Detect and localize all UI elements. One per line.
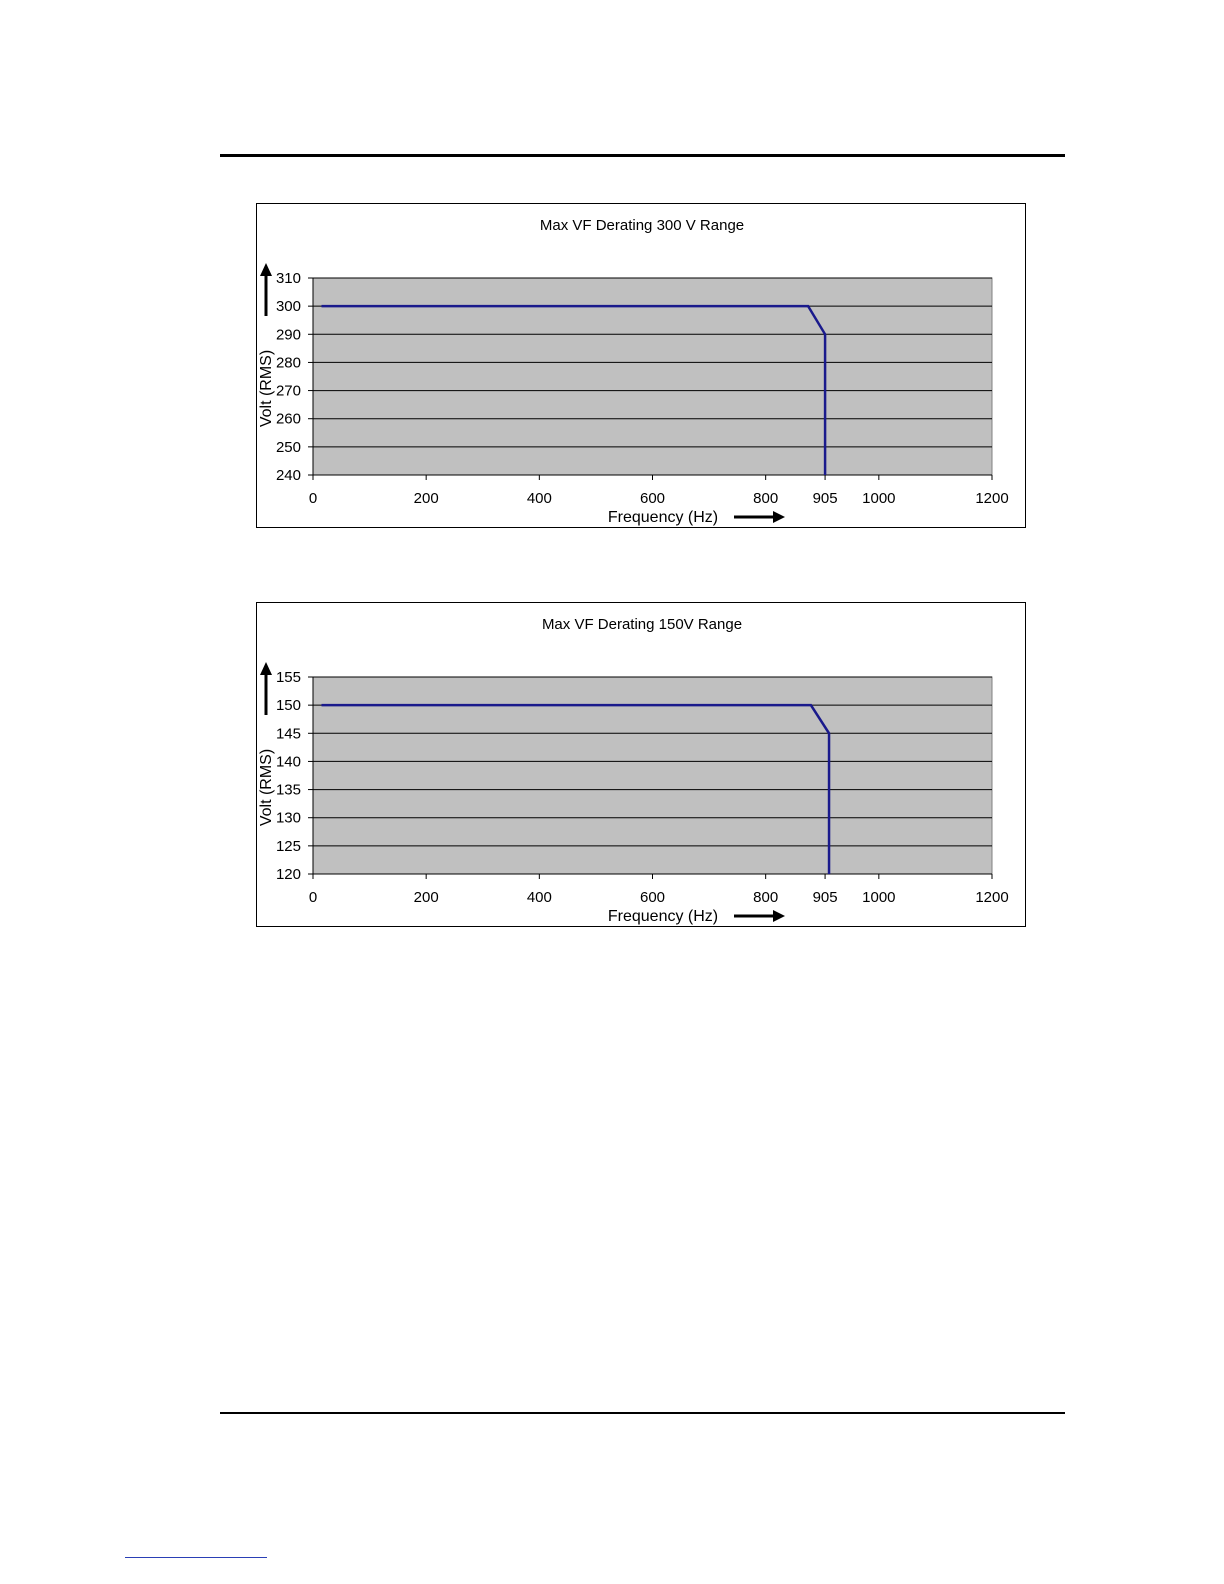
chart0-y-axis-label: Volt (RMS) [258, 350, 275, 427]
chart0-x-tick-label: 200 [414, 490, 439, 507]
chart1-x-arrow-head [773, 910, 785, 922]
chart0-y-tick-label: 290 [276, 326, 301, 343]
chart1-x-tick-label: 1000 [862, 889, 895, 906]
chart1-y-arrow-head [260, 662, 272, 675]
chart1-y-tick-label: 135 [276, 782, 301, 799]
chart0-y-tick-label: 280 [276, 354, 301, 371]
chart0-y-tick-label: 260 [276, 411, 301, 428]
chart1-x-tick-label: 0 [309, 889, 317, 906]
chart0-x-tick-label: 400 [527, 490, 552, 507]
chart1-series-line [321, 703, 831, 874]
chart1-y-axis-label: Volt (RMS) [258, 749, 275, 826]
chart1-y-tick-label: 155 [276, 669, 301, 686]
chart1-y-tick-label: 120 [276, 866, 301, 883]
chart0-x-tick-label: 800 [753, 490, 778, 507]
chart0-x-tick-label: 905 [813, 490, 838, 507]
chart0-y-arrow-head [260, 263, 272, 276]
chart1-x-tick-label: 400 [527, 889, 552, 906]
chart-150v: Max VF Derating 150V Range 120 125 130 135 14… [256, 602, 1026, 927]
chart1-x-tick-label: 905 [813, 889, 838, 906]
chart0-x-tick-label: 1000 [862, 490, 895, 507]
chart1-plot-area [312, 676, 993, 875]
chart0-x-arrow-head [773, 511, 785, 523]
chart1-x-tick-label: 1200 [975, 889, 1008, 906]
chart-300v: Max VF Derating 300 V Range 240 250 260 270 2… [256, 203, 1026, 528]
chart0-y-tick-label: 310 [276, 270, 301, 287]
footer-rule [220, 1412, 1065, 1414]
chart0-series-line [321, 304, 827, 475]
chart0-x-axis-label: Frequency (Hz) [608, 509, 718, 526]
chart0-y-tick-label: 250 [276, 439, 301, 456]
chart-150v-svg: Max VF Derating 150V Range 120 125 130 135 14… [258, 616, 1009, 925]
chart1-y-tick-label: 125 [276, 838, 301, 855]
chart1-x-tick-label: 800 [753, 889, 778, 906]
chart1-y-tick-label: 145 [276, 725, 301, 742]
chart1-y-tick-label: 150 [276, 697, 301, 714]
chart1-x-tick-label: 600 [640, 889, 665, 906]
chart1-x-axis-label: Frequency (Hz) [608, 908, 718, 925]
chart1-y-tick-label: 140 [276, 753, 301, 770]
chart0-y-tick-label: 270 [276, 383, 301, 400]
chart1-x-tick-label: 200 [414, 889, 439, 906]
chart0-x-tick-label: 0 [309, 490, 317, 507]
chart0-x-tick-label: 1200 [975, 490, 1008, 507]
chart0-y-tick-label: 300 [276, 298, 301, 315]
footer-link-underline [125, 1557, 267, 1558]
chart0-plot-area [312, 277, 993, 476]
header-rule [220, 154, 1065, 157]
chart0-x-tick-label: 600 [640, 490, 665, 507]
chart1-title: Max VF Derating 150V Range [542, 616, 742, 633]
chart0-title: Max VF Derating 300 V Range [540, 217, 744, 234]
chart-300v-svg: Max VF Derating 300 V Range 240 250 260 270 2… [258, 217, 1009, 526]
chart0-y-tick-label: 240 [276, 467, 301, 484]
chart1-y-tick-label: 130 [276, 810, 301, 827]
